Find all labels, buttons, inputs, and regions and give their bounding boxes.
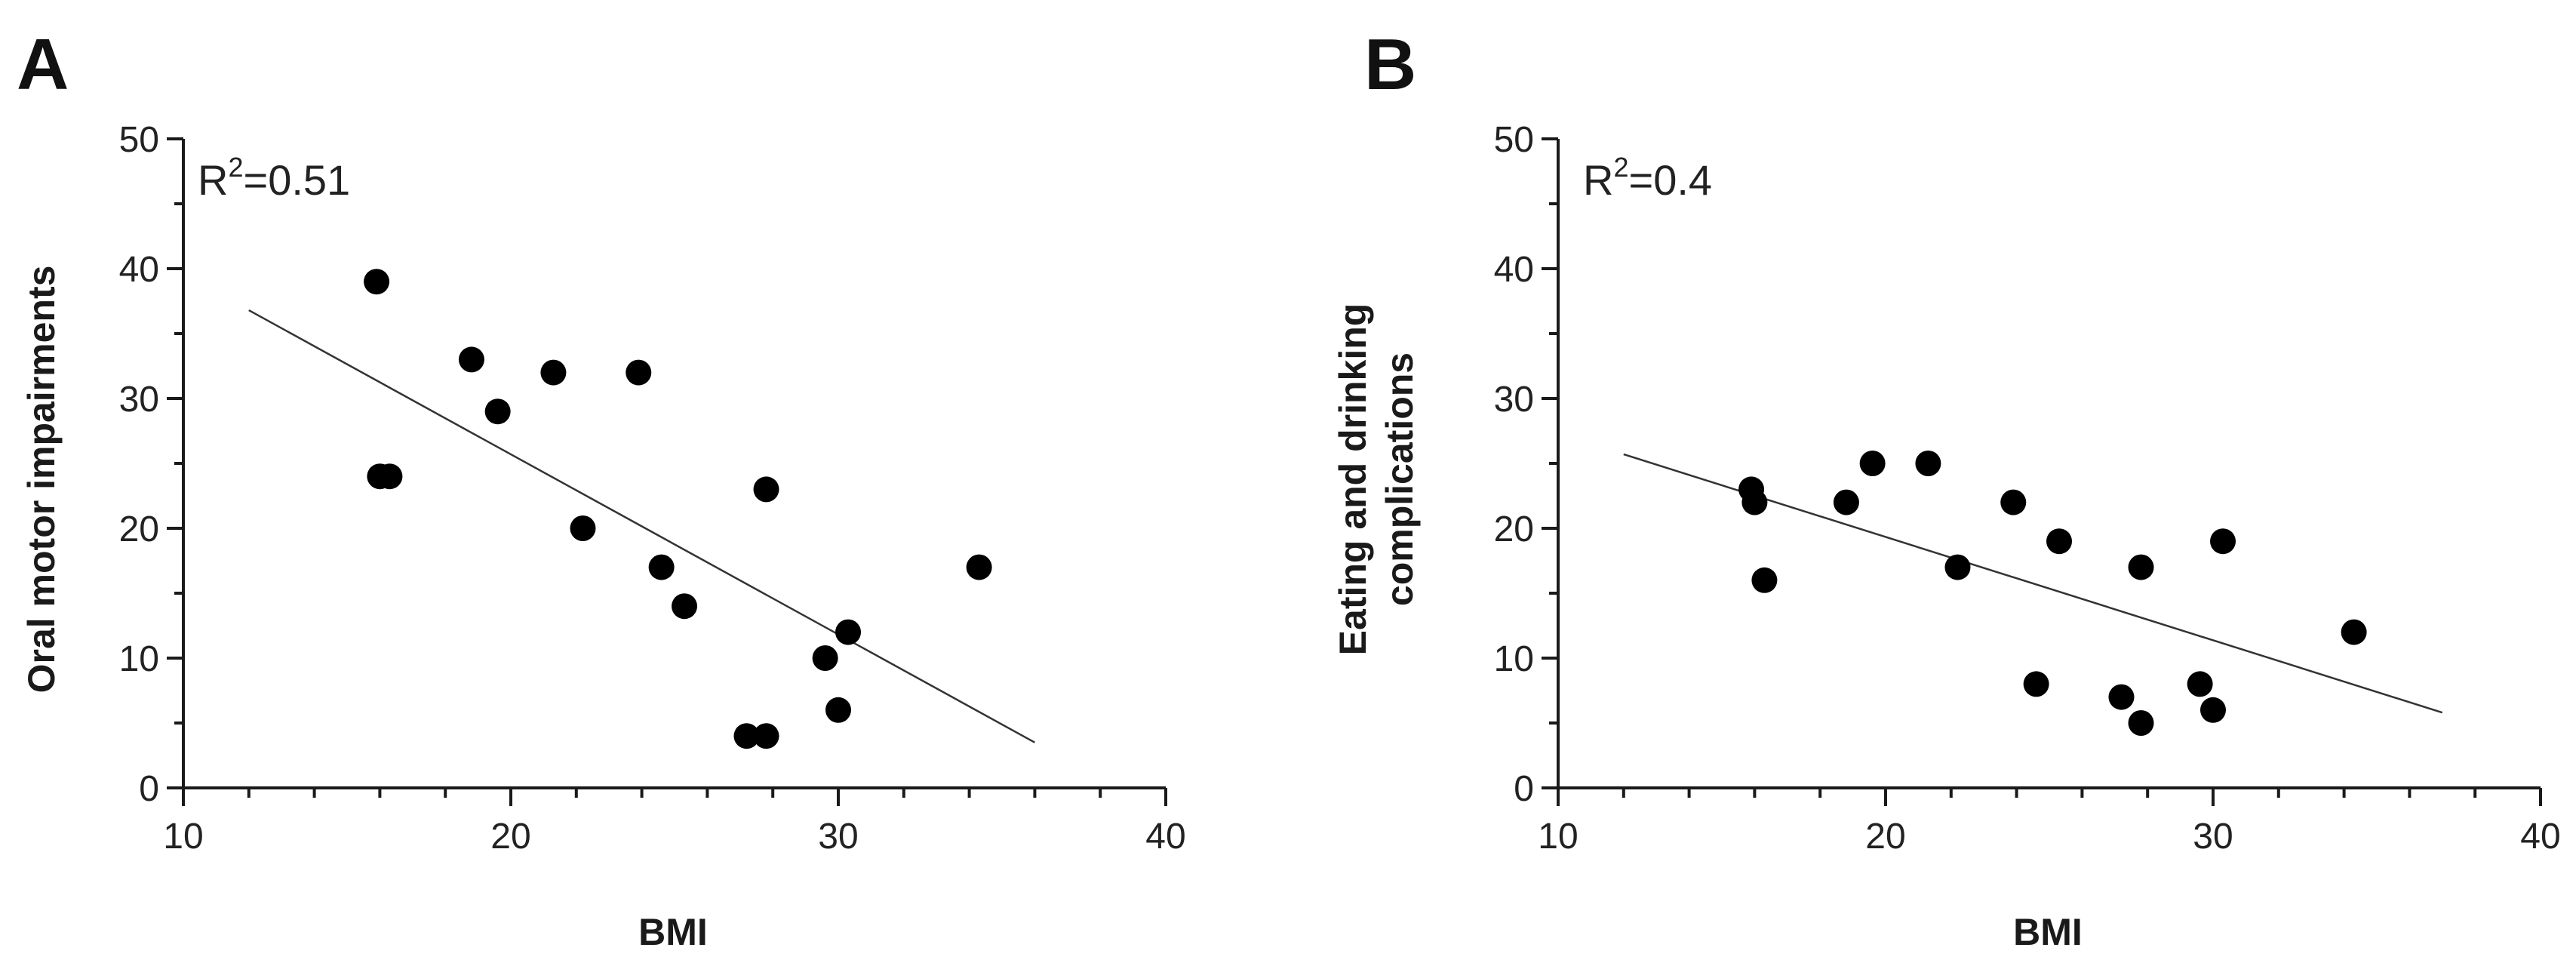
panel-a-y-tick-label: 0 [139, 769, 159, 809]
panel-b-data-point [2187, 671, 2213, 697]
panel-b-data-point [2128, 554, 2154, 580]
panel-a-r-squared: R2=0.51 [198, 152, 350, 204]
panel-b-data-point [2046, 528, 2073, 555]
panel-a-data-point [812, 645, 838, 671]
panel-a-data-point [377, 463, 403, 490]
panel-a-x-tick-label: 40 [1145, 817, 1185, 857]
panel-a-data-point [753, 723, 779, 749]
panel-b-data-point [1915, 451, 1941, 476]
panel-b-data-point [1944, 554, 1971, 580]
panel-a-data-point [626, 359, 652, 386]
panel-a-data-point [648, 554, 675, 580]
panel-b-y-tick-label: 20 [1494, 509, 1534, 549]
panel-b-data-point [2000, 489, 2027, 515]
panel-a: A R2=0.51 Oral motor impairments BMI 010… [17, 24, 1186, 953]
panel-b-data-point [2108, 684, 2135, 710]
panel-b-data-point [1859, 451, 1886, 476]
panel-a-data-point [825, 697, 851, 723]
panel-a-y-tick-label: 20 [119, 509, 159, 549]
panel-b-letter: B [1364, 24, 1416, 105]
panel-b-data-point [2128, 710, 2154, 736]
panel-a-data-point [753, 476, 779, 503]
panel-a-data-point [570, 515, 596, 541]
panel-b-r-squared: R2=0.4 [1583, 152, 1712, 204]
panel-a-y-tick-label: 30 [119, 380, 159, 420]
panel-a-x-tick-label: 30 [818, 817, 858, 857]
panel-a-regression-line [248, 309, 1036, 743]
panel-a-letter: A [17, 24, 69, 105]
panel-a-data-point [672, 593, 698, 620]
panel-b-data-point [2023, 671, 2049, 697]
panel-b-y-tick-label: 30 [1494, 380, 1534, 420]
panel-b-data-point [1741, 489, 1768, 515]
panel-a-data-point [733, 723, 760, 749]
panel-a-y-tick-label: 40 [119, 250, 159, 290]
panel-b-x-tick-label: 20 [1865, 817, 1905, 857]
panel-a-y-tick-label: 50 [119, 120, 159, 160]
panel-b: B R2=0.4 Eating and drinking complication… [1332, 24, 2561, 953]
panel-b-data-point [2200, 697, 2226, 723]
panel-b-data-point [2210, 528, 2236, 555]
panel-b-y-axis-title: Eating and drinking complications [1332, 303, 1421, 656]
panel-a-data-point [484, 398, 511, 425]
panel-b-y-tick-label: 40 [1494, 250, 1534, 290]
panel-b-x-tick-label: 10 [1538, 817, 1578, 857]
panel-b-y-tick-label: 50 [1494, 120, 1534, 160]
panel-b-data-point [1833, 489, 1859, 515]
panel-b-x-tick-label: 40 [2520, 817, 2560, 857]
panel-a-data-point [458, 346, 484, 373]
panel-b-y-tick-label: 0 [1514, 769, 1534, 809]
panel-a-data-point [835, 619, 862, 645]
panel-a-data-point [966, 554, 992, 580]
panel-a-y-tick-label: 10 [119, 639, 159, 679]
panel-b-x-tick-label: 30 [2193, 817, 2233, 857]
panel-b-data-point [1751, 567, 1778, 593]
panel-a-y-axis-title: Oral motor impairments [20, 266, 63, 694]
panel-b-data-point [2341, 619, 2367, 645]
panel-a-data-point [540, 359, 567, 386]
panel-a-x-axis-title: BMI [638, 911, 708, 953]
panel-a-x-tick-label: 10 [163, 817, 203, 857]
panel-a-x-tick-label: 20 [490, 817, 530, 857]
panel-a-data-point [364, 269, 390, 295]
panel-b-y-tick-label: 10 [1494, 639, 1534, 679]
panel-b-x-axis-title: BMI [2013, 911, 2083, 953]
